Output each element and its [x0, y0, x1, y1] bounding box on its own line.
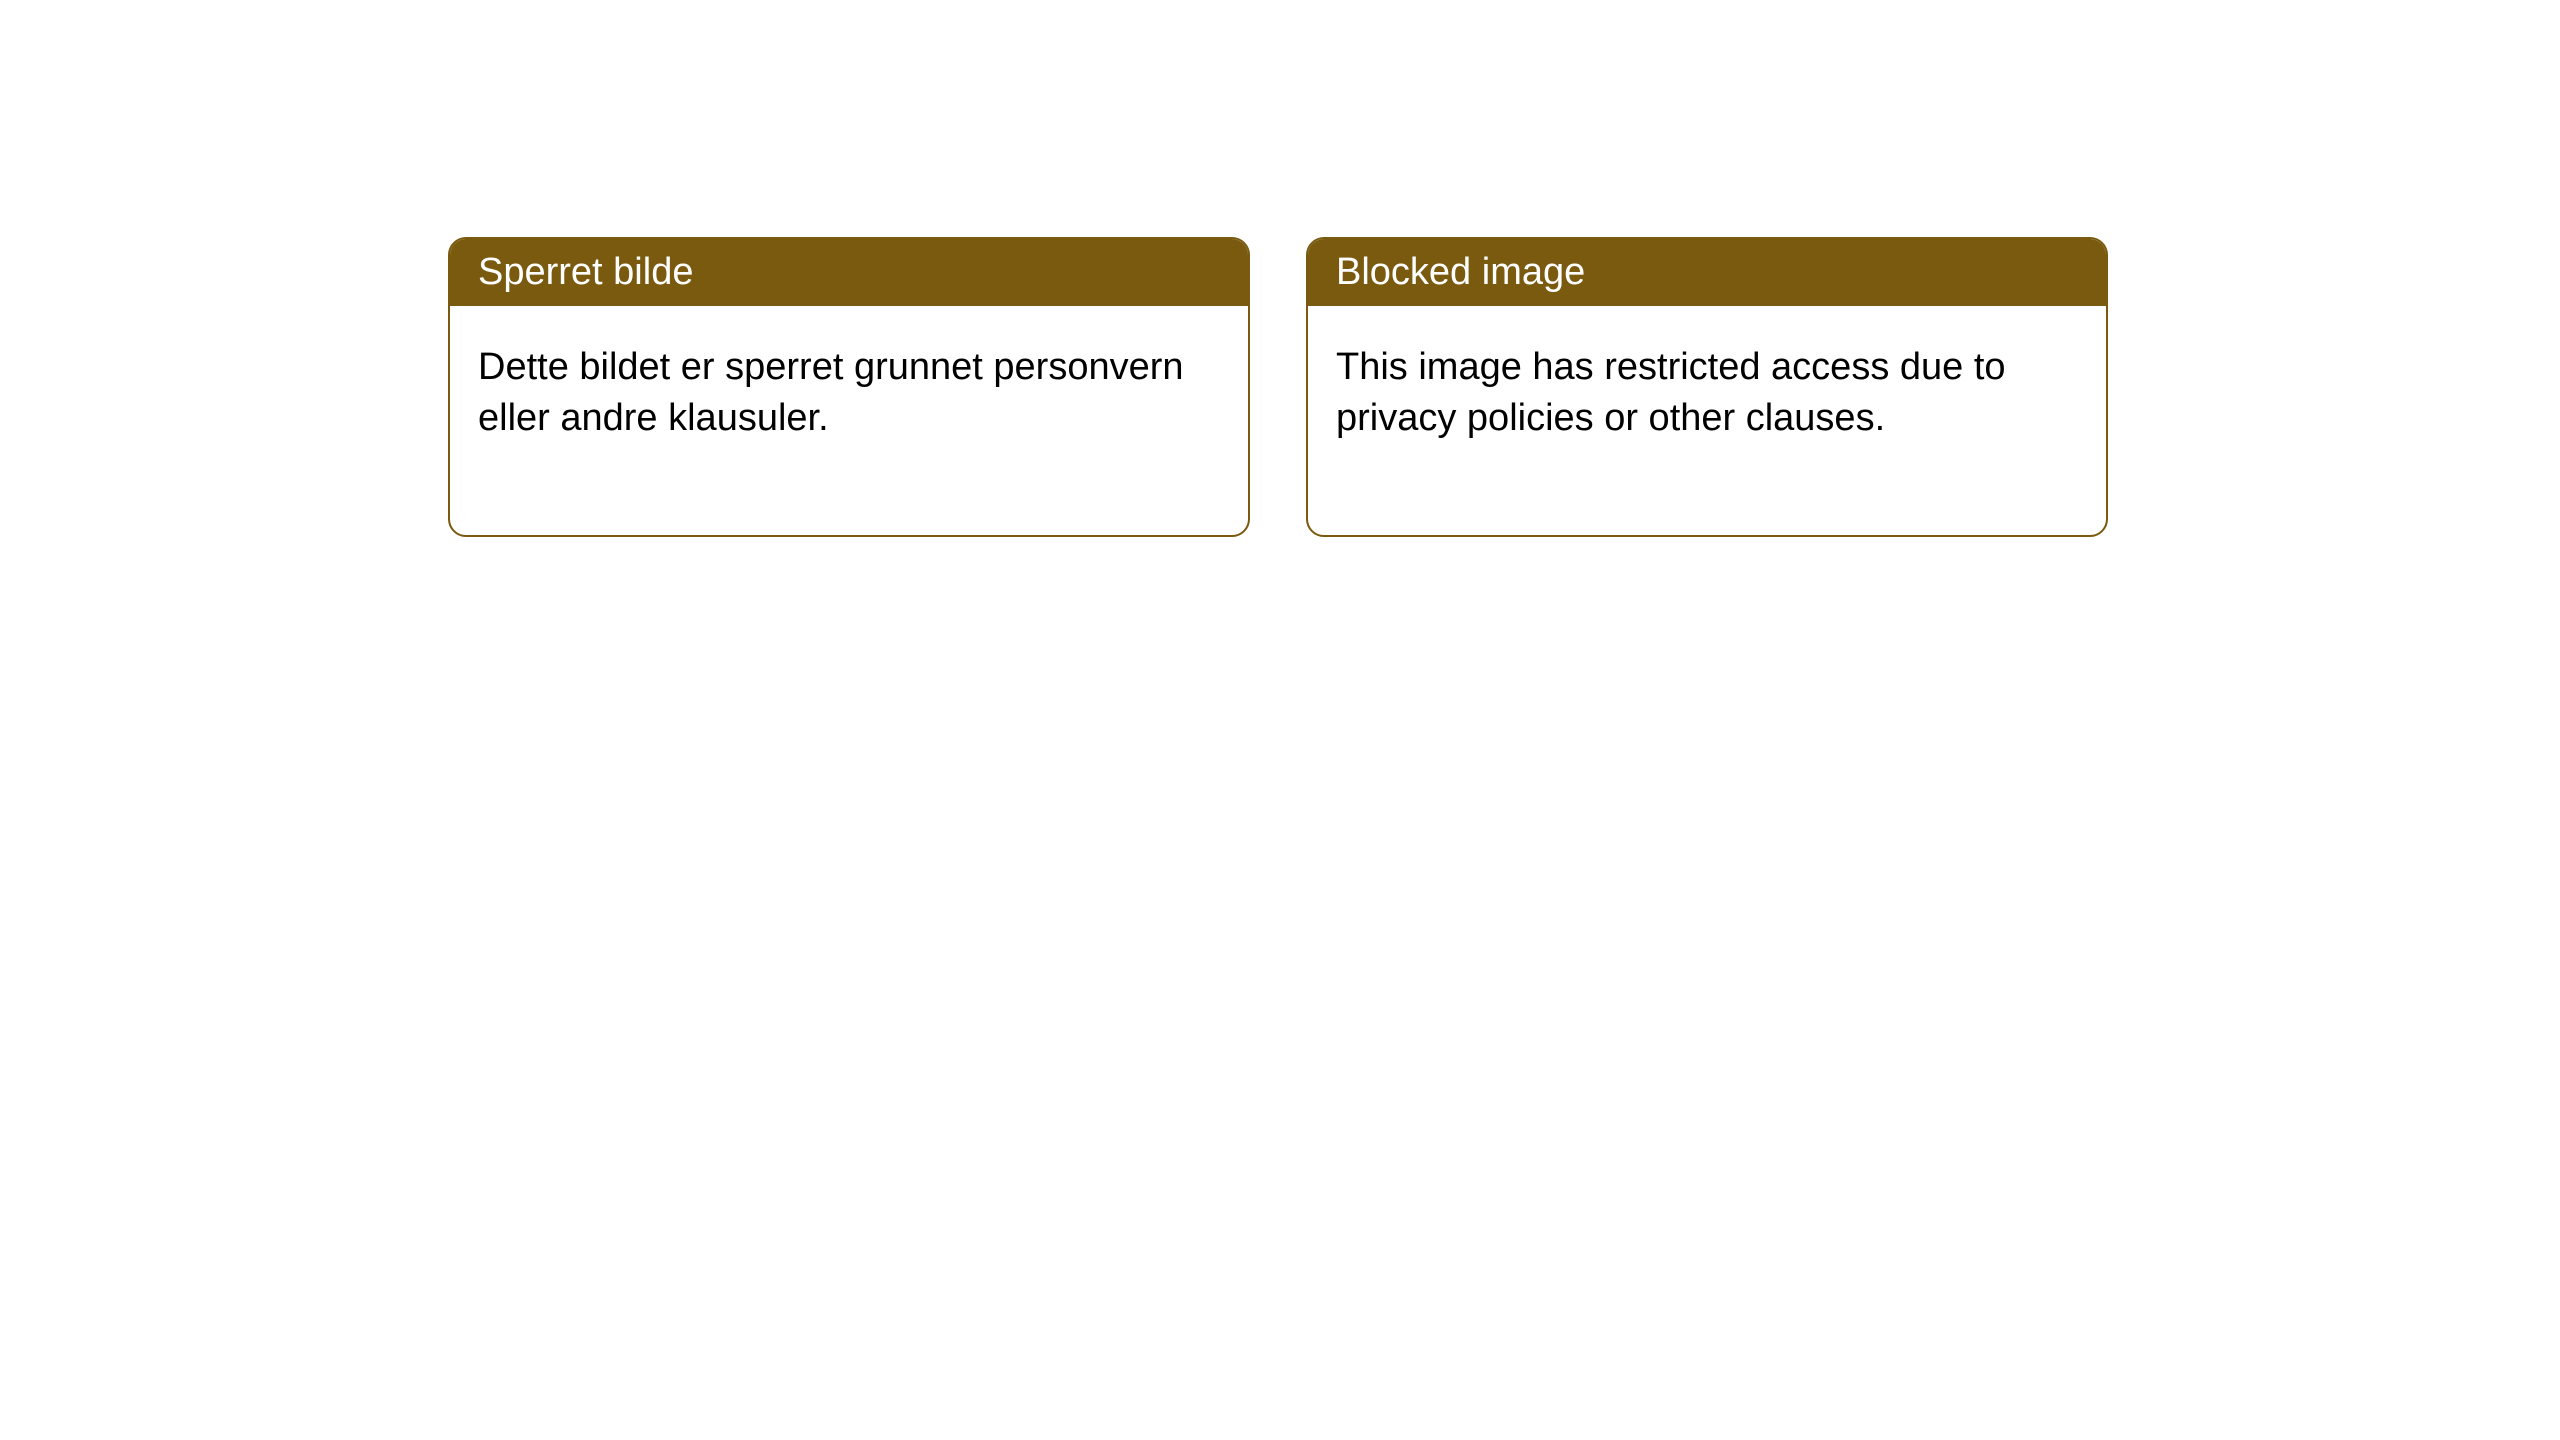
notice-card-header: Sperret bilde	[450, 239, 1248, 306]
notice-cards-container: Sperret bilde Dette bildet er sperret gr…	[448, 237, 2108, 537]
notice-card-english: Blocked image This image has restricted …	[1306, 237, 2108, 537]
notice-card-body: This image has restricted access due to …	[1308, 306, 2106, 535]
notice-card-norwegian: Sperret bilde Dette bildet er sperret gr…	[448, 237, 1250, 537]
notice-card-header: Blocked image	[1308, 239, 2106, 306]
notice-card-body: Dette bildet er sperret grunnet personve…	[450, 306, 1248, 535]
